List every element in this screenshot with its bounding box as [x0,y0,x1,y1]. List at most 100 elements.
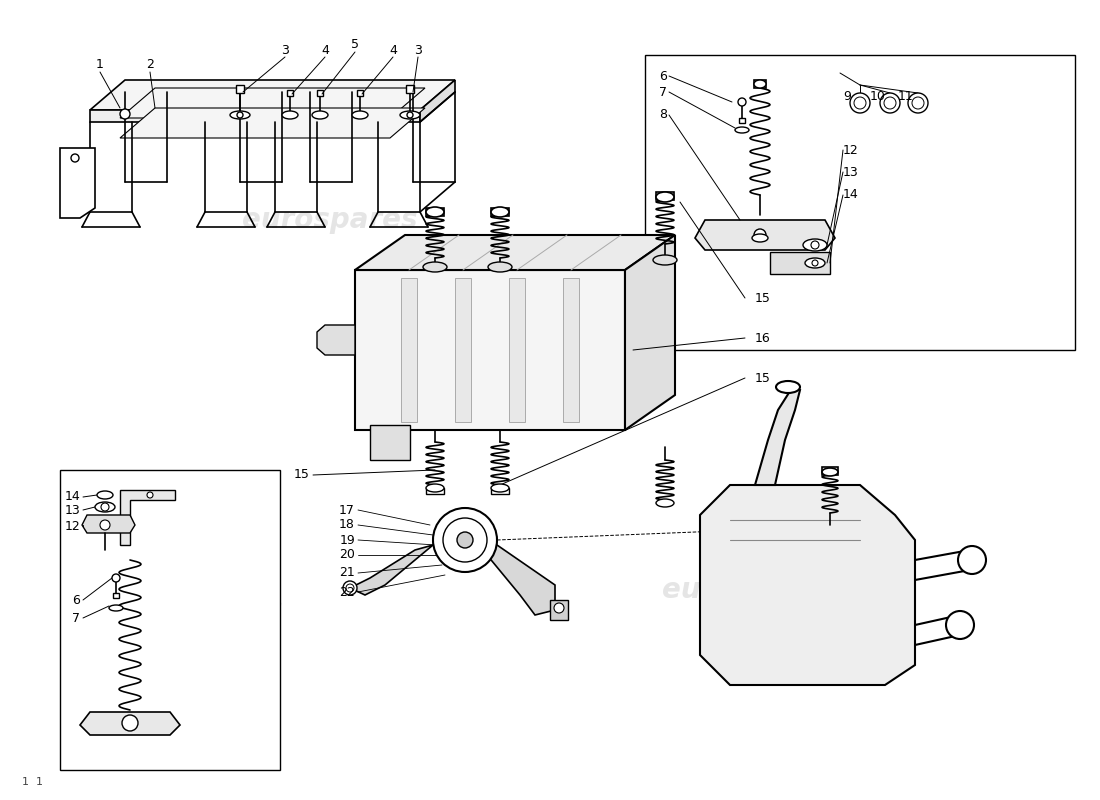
Polygon shape [317,325,355,355]
Ellipse shape [850,93,870,113]
Text: 17: 17 [339,503,355,517]
Ellipse shape [554,603,564,613]
Text: 10: 10 [870,90,886,102]
Bar [426,488,444,494]
Text: 7: 7 [659,86,667,98]
Text: 18: 18 [339,518,355,531]
Ellipse shape [656,192,674,202]
Polygon shape [82,515,135,533]
Ellipse shape [776,381,800,393]
Polygon shape [120,108,425,138]
Ellipse shape [803,239,827,251]
Bar [509,278,525,422]
Ellipse shape [946,611,974,639]
Ellipse shape [488,262,512,272]
Ellipse shape [147,492,153,498]
Ellipse shape [854,97,866,109]
Text: 4: 4 [321,43,329,57]
Ellipse shape [120,109,130,119]
Ellipse shape [752,234,768,242]
Polygon shape [700,485,915,685]
Polygon shape [370,425,410,460]
Ellipse shape [100,520,110,530]
Ellipse shape [754,229,766,241]
Ellipse shape [426,484,444,492]
Ellipse shape [456,532,473,548]
Text: 22: 22 [339,586,355,598]
Ellipse shape [112,574,120,582]
Bar [739,118,745,123]
Bar [822,467,838,475]
Ellipse shape [426,207,444,217]
Bar [656,192,674,200]
Ellipse shape [656,499,674,507]
Bar [455,278,471,422]
Polygon shape [755,388,800,485]
Text: 13: 13 [64,503,80,517]
Ellipse shape [109,605,123,611]
Polygon shape [60,148,95,218]
Text: 6: 6 [73,594,80,606]
Ellipse shape [811,241,819,249]
Bar [491,208,509,216]
Polygon shape [355,270,625,430]
Ellipse shape [884,97,896,109]
Text: 15: 15 [755,371,771,385]
Ellipse shape [653,255,676,265]
Ellipse shape [735,127,749,133]
Text: eurospares: eurospares [108,596,283,624]
Bar [770,252,830,274]
Polygon shape [350,545,433,595]
Text: eurospares: eurospares [662,576,838,604]
Ellipse shape [822,468,838,476]
Text: 14: 14 [64,490,80,503]
Text: 15: 15 [755,291,771,305]
Ellipse shape [958,546,986,574]
Text: 13: 13 [843,166,859,178]
Bar [491,488,509,494]
Text: 16: 16 [755,331,771,345]
Text: 12: 12 [64,521,80,534]
Text: 4: 4 [389,43,397,57]
Bar [402,278,417,422]
Bar [645,55,1075,350]
Polygon shape [355,235,675,270]
Ellipse shape [236,112,243,118]
Text: 21: 21 [339,566,355,579]
Bar [236,85,244,93]
Ellipse shape [346,584,354,592]
Ellipse shape [230,111,250,119]
Text: 7: 7 [72,611,80,625]
Bar [563,278,579,422]
Text: 11: 11 [898,90,914,102]
Text: 12: 12 [843,143,859,157]
Text: 3: 3 [282,43,289,57]
Polygon shape [120,88,425,118]
Text: 19: 19 [339,534,355,546]
Text: 20: 20 [339,549,355,562]
Ellipse shape [912,97,924,109]
Ellipse shape [407,112,412,118]
Bar [287,90,293,96]
Text: 9: 9 [843,90,851,102]
Bar [550,600,568,620]
Polygon shape [120,490,175,545]
Bar [113,593,119,598]
Ellipse shape [400,111,420,119]
Bar [60,470,280,770]
Polygon shape [420,80,455,122]
Text: 15: 15 [294,469,310,482]
Bar [426,208,444,216]
Ellipse shape [312,111,328,119]
Polygon shape [90,110,420,122]
Ellipse shape [443,518,487,562]
Ellipse shape [101,503,109,511]
Ellipse shape [754,80,766,88]
Text: 6: 6 [659,70,667,82]
Ellipse shape [805,258,825,268]
Ellipse shape [72,154,79,162]
Polygon shape [487,545,556,615]
Polygon shape [80,712,180,735]
Ellipse shape [97,491,113,499]
Ellipse shape [491,484,509,492]
